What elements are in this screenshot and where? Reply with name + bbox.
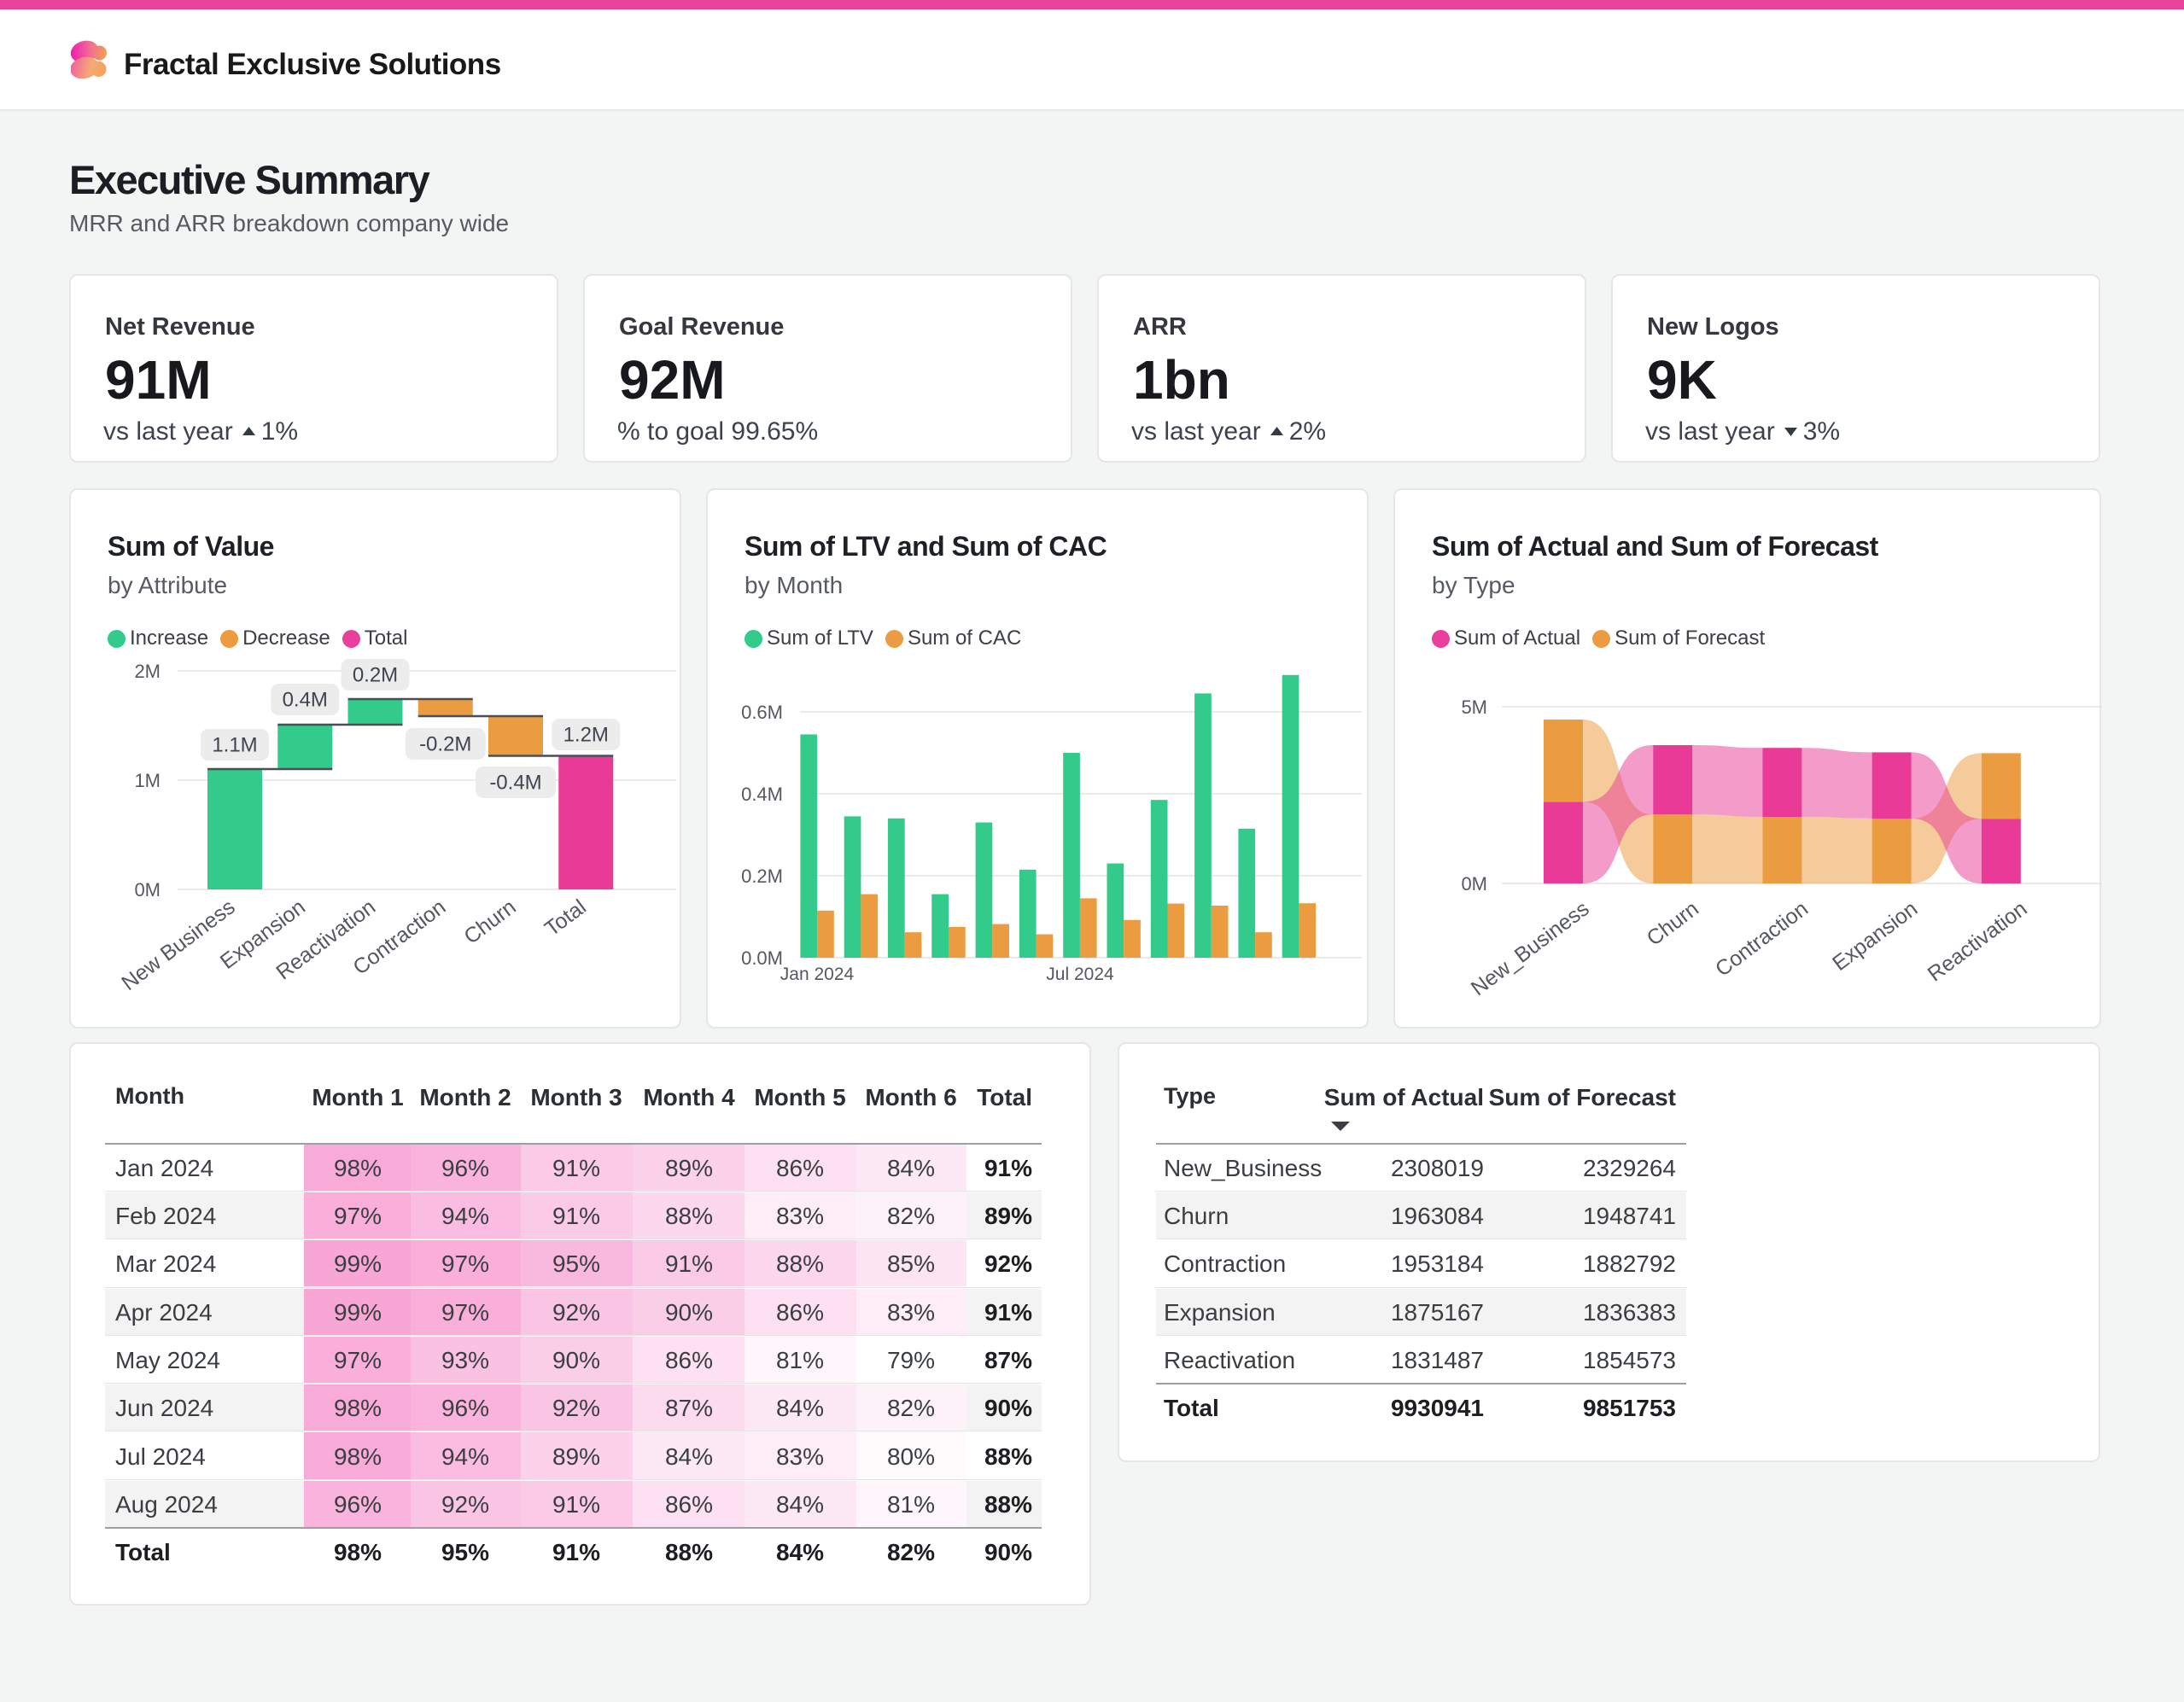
svg-text:0.2M: 0.2M <box>353 664 398 687</box>
svg-text:Jul 2024: Jul 2024 <box>1046 965 1114 984</box>
svg-text:0.2M: 0.2M <box>741 866 783 887</box>
svg-text:2M: 2M <box>134 661 161 682</box>
svg-text:1.2M: 1.2M <box>564 724 609 747</box>
svg-text:0M: 0M <box>1461 873 1487 895</box>
svg-text:0.4M: 0.4M <box>741 784 783 805</box>
svg-text:0.4M: 0.4M <box>283 689 328 712</box>
svg-text:1.1M: 1.1M <box>212 734 257 757</box>
svg-text:Churn: Churn <box>459 895 520 948</box>
svg-text:Jan 2024: Jan 2024 <box>780 965 855 984</box>
svg-text:0.0M: 0.0M <box>741 947 783 969</box>
svg-text:Expansion: Expansion <box>1828 896 1922 976</box>
svg-text:-0.2M: -0.2M <box>419 733 471 756</box>
svg-text:5M: 5M <box>1461 697 1487 718</box>
svg-text:Churn: Churn <box>1643 896 1703 950</box>
svg-text:Contraction: Contraction <box>1711 896 1813 981</box>
svg-text:Total: Total <box>540 895 591 941</box>
svg-text:0.6M: 0.6M <box>741 702 783 723</box>
svg-text:1M: 1M <box>134 770 161 791</box>
svg-text:New Business: New Business <box>117 895 239 995</box>
svg-text:0M: 0M <box>134 879 161 901</box>
svg-text:-0.4M: -0.4M <box>489 772 541 795</box>
svg-text:Reactivation: Reactivation <box>1924 896 2032 986</box>
svg-text:New_Business: New_Business <box>1467 896 1594 1000</box>
